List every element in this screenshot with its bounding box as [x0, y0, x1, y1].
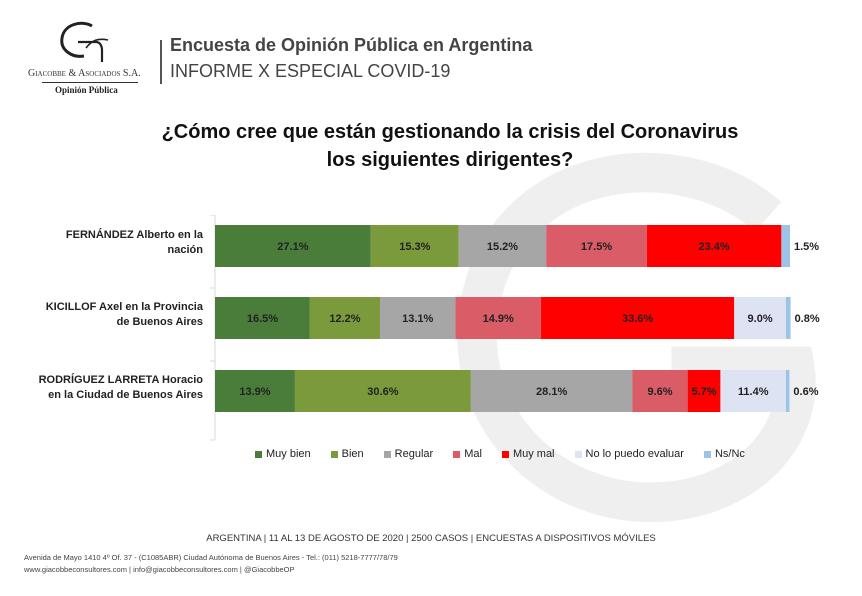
footer-address: Avenida de Mayo 1410 4º Of. 37 - (C1085A… — [24, 553, 398, 562]
legend-label: Muy mal — [512, 448, 555, 460]
legend-label: Ns/Nc — [714, 448, 745, 460]
footer-contact: www.giacobbeconsultores.com | info@giaco… — [24, 565, 295, 574]
bar-segment — [309, 297, 381, 339]
legend-item: No lo puedo evaluar — [574, 448, 684, 460]
bar-segment — [215, 225, 371, 267]
data-label: 16.5% — [247, 313, 278, 325]
legend-swatch — [330, 450, 338, 458]
data-label: 17.5% — [581, 241, 612, 253]
legend-item: Mal — [453, 448, 482, 460]
legend-label: Muy bien — [266, 448, 311, 460]
data-label: 0.8% — [795, 313, 820, 325]
chart-legend: Muy bien Bien Regular Mal Muy mal No lo puedo… — [255, 446, 765, 462]
bar-segment — [785, 370, 790, 412]
report-subtitle: INFORME X ESPECIAL COVID-19 — [170, 61, 451, 81]
bar-segment — [734, 297, 786, 339]
legend-item: Ns/Nc — [703, 448, 745, 460]
data-label: 28.1% — [536, 386, 567, 398]
data-label: 13.9% — [239, 386, 270, 398]
data-label: 27.1% — [277, 241, 308, 253]
stacked-bar-chart: FERNÁNDEZ Alberto en la nación 27.1% 15.3% 1… — [39, 215, 820, 441]
bar-segment — [646, 225, 782, 267]
company-logo: Giacobbe & Asociados S.A. Opinión Públic… — [22, 18, 152, 98]
bar-segment — [687, 370, 721, 412]
legend-label: No lo puedo evaluar — [585, 448, 684, 460]
chart-title: ¿Cómo cree que están gestionando la cris… — [161, 121, 739, 171]
bar-segment — [470, 370, 633, 412]
bar-segment — [215, 370, 295, 412]
legend-item: Bien — [330, 448, 364, 460]
logo-divider — [42, 82, 138, 83]
legend-label: Mal — [464, 448, 482, 460]
data-label: 14.9% — [483, 313, 514, 325]
report-title: Encuesta de Opinión Pública en Argentina — [170, 35, 533, 55]
bar-segment — [370, 225, 459, 267]
legend-label: Regular — [394, 448, 434, 460]
category-label: nación — [168, 244, 204, 256]
bar-segment — [785, 297, 791, 339]
data-label: 23.4% — [698, 241, 729, 253]
bar-segment — [720, 370, 786, 412]
logo-subtitle: Opinión Pública — [55, 85, 118, 95]
legend-item: Muy mal — [501, 448, 555, 460]
data-label: 9.0% — [748, 313, 773, 325]
watermark-logo-icon — [457, 152, 816, 523]
legend-item: Regular — [383, 448, 434, 460]
data-label: 15.3% — [399, 241, 430, 253]
bar-segment — [632, 370, 688, 412]
category-label: de Buenos Aires — [117, 316, 203, 328]
legend-swatch — [453, 450, 461, 458]
data-label: 1.5% — [794, 241, 819, 253]
bar-segment — [541, 297, 735, 339]
legend-swatch — [255, 450, 262, 458]
header-divider — [160, 40, 162, 84]
data-label: 13.1% — [402, 313, 433, 325]
legend-label: Bien — [341, 448, 364, 460]
legend-swatch — [501, 450, 509, 458]
data-label: 15.2% — [487, 241, 518, 253]
legend-swatch — [574, 450, 582, 458]
category-label: FERNÁNDEZ Alberto en la — [66, 228, 204, 241]
bar-segment — [215, 297, 310, 339]
data-label: 9.6% — [648, 386, 673, 398]
data-label: 5.7% — [691, 386, 716, 398]
bar-segment — [380, 297, 456, 339]
fieldwork-info: ARGENTINA | 11 AL 13 DE AGOSTO DE 2020 |… — [206, 533, 656, 544]
bar-segment — [294, 370, 471, 412]
data-label: 30.6% — [367, 386, 398, 398]
category-label: RODRÍGUEZ LARRETA Horacio — [39, 373, 204, 386]
bar-segment — [458, 225, 547, 267]
giacobbe-logo-icon — [60, 21, 109, 62]
bar-segment — [781, 225, 790, 267]
legend-item: Muy bien — [255, 448, 311, 460]
category-label: en la Ciudad de Buenos Aires — [48, 389, 203, 401]
bar-segment — [546, 225, 647, 267]
category-label: KICILLOF Axel en la Provincia — [46, 301, 204, 313]
legend-swatch — [383, 450, 391, 458]
bar-segment — [455, 297, 542, 339]
data-label: 33.6% — [622, 313, 653, 325]
data-label: 0.6% — [793, 386, 818, 398]
data-label: 12.2% — [329, 313, 360, 325]
logo-company-name: Giacobbe & Asociados S.A. — [28, 68, 141, 79]
legend-swatch — [703, 450, 711, 458]
data-label: 11.4% — [738, 386, 769, 398]
